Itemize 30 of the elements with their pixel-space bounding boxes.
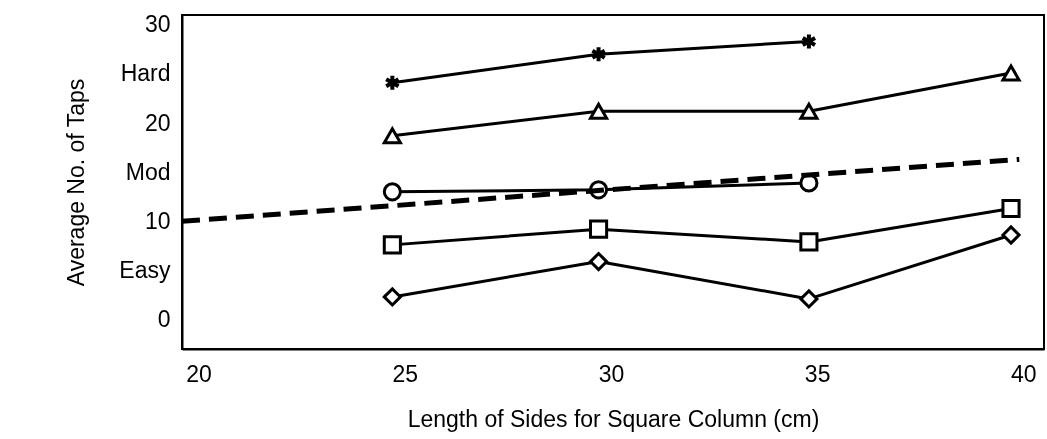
point [590, 45, 607, 64]
point [799, 232, 819, 252]
x-tick-label: 25 [392, 360, 419, 387]
point [1001, 198, 1021, 219]
y-axis-title: Average No. of Taps [63, 78, 90, 287]
point [589, 252, 609, 272]
y-tick-label: Mod [125, 158, 171, 185]
point [589, 102, 609, 120]
y-tick-label: 0 [157, 306, 171, 333]
point [382, 182, 402, 202]
point [799, 102, 819, 120]
y-tick-label: 10 [144, 207, 171, 234]
x-tick-label: 40 [1011, 360, 1037, 387]
x-axis-title: Length of Sides for Square Column (cm) [407, 405, 820, 432]
point [384, 73, 401, 92]
point [382, 235, 402, 255]
point [382, 127, 402, 145]
y-tick-label: Easy [119, 256, 171, 283]
point [382, 287, 402, 307]
point [799, 289, 819, 309]
y-tick-label: Hard [120, 60, 171, 87]
x-tick-label: 20 [186, 360, 212, 387]
point [1001, 225, 1021, 245]
x-tick-label: 30 [598, 360, 625, 387]
point [1001, 64, 1021, 82]
y-tick-label: 30 [144, 11, 171, 38]
point [589, 219, 609, 239]
y-tick-label: 20 [144, 109, 171, 136]
point [800, 32, 818, 51]
x-tick-label: 35 [804, 360, 831, 387]
